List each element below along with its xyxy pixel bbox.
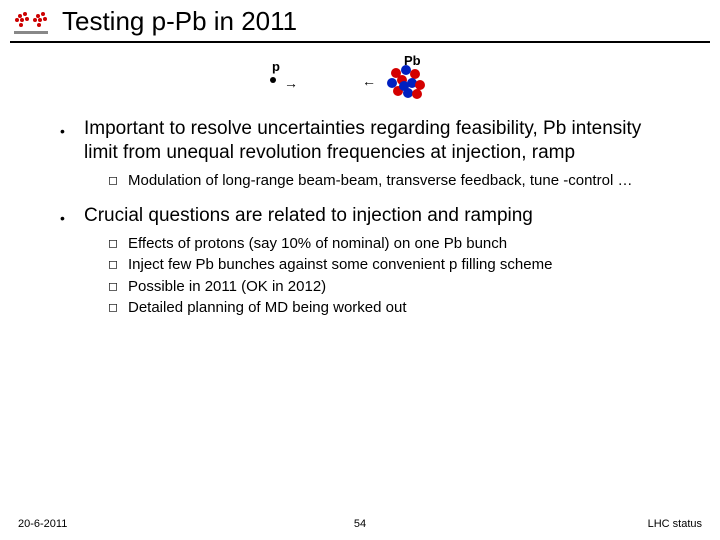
sub-bullet-marker-icon: ◻ xyxy=(108,171,128,191)
bullet-item: • Important to resolve uncertainties reg… xyxy=(60,117,680,165)
title-underline xyxy=(10,41,710,43)
bullet-marker-icon: • xyxy=(60,204,84,228)
slide-body: • Important to resolve uncertainties reg… xyxy=(0,117,720,318)
bullet-text: Important to resolve uncertainties regar… xyxy=(84,117,680,165)
sub-bullet-item: ◻ Modulation of long-range beam-beam, tr… xyxy=(108,171,680,191)
sub-bullet-text: Modulation of long-range beam-beam, tran… xyxy=(128,171,632,191)
bullet-text: Crucial questions are related to injecti… xyxy=(84,204,533,228)
sub-bullet-text: Detailed planning of MD being worked out xyxy=(128,298,407,318)
sub-bullet-marker-icon: ◻ xyxy=(108,234,128,254)
proton-dot-icon xyxy=(270,77,276,83)
sub-bullet-marker-icon: ◻ xyxy=(108,277,128,297)
collision-diagram: p → Pb ← xyxy=(0,55,720,115)
footer-page-number: 54 xyxy=(354,518,366,530)
arrow-right-icon: → xyxy=(284,75,298,91)
sub-bullet-item: ◻ Possible in 2011 (OK in 2012) xyxy=(108,277,680,297)
lead-nucleus-icon xyxy=(384,63,428,103)
sub-bullet-text: Inject few Pb bunches against some conve… xyxy=(128,255,552,275)
bullet-marker-icon: • xyxy=(60,117,84,165)
arrow-left-icon: ← xyxy=(362,73,376,89)
institution-logo xyxy=(10,7,52,37)
slide-title: Testing p-Pb in 2011 xyxy=(62,6,297,37)
sub-bullet-text: Effects of protons (say 10% of nominal) … xyxy=(128,234,507,254)
sub-bullet-list: ◻ Modulation of long-range beam-beam, tr… xyxy=(108,171,680,191)
footer-status: LHC status xyxy=(648,518,702,530)
bullet-item: • Crucial questions are related to injec… xyxy=(60,204,680,228)
sub-bullet-marker-icon: ◻ xyxy=(108,255,128,275)
sub-bullet-item: ◻ Inject few Pb bunches against some con… xyxy=(108,255,680,275)
sub-bullet-text: Possible in 2011 (OK in 2012) xyxy=(128,277,326,297)
sub-bullet-item: ◻ Detailed planning of MD being worked o… xyxy=(108,298,680,318)
sub-bullet-marker-icon: ◻ xyxy=(108,298,128,318)
sub-bullet-list: ◻ Effects of protons (say 10% of nominal… xyxy=(108,234,680,318)
sub-bullet-item: ◻ Effects of protons (say 10% of nominal… xyxy=(108,234,680,254)
footer-date: 20-6-2011 xyxy=(18,518,67,530)
proton-label: p xyxy=(272,59,280,74)
slide-header: Testing p-Pb in 2011 xyxy=(0,0,720,37)
